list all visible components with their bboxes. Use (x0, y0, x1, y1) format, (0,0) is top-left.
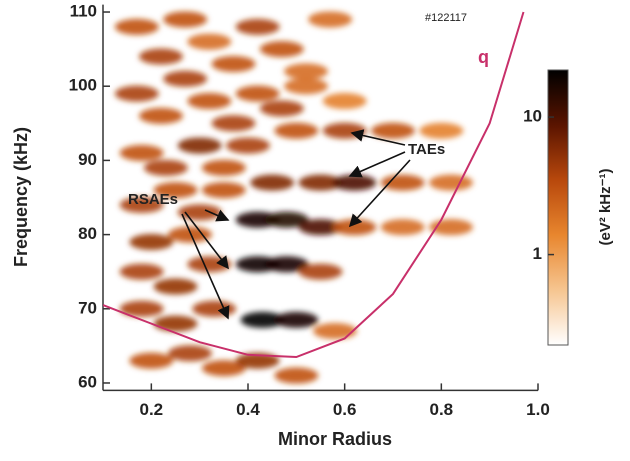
heat-spot (284, 63, 328, 80)
heat-spot (119, 144, 164, 161)
run-label: #122117 (425, 12, 467, 24)
heat-spot (264, 211, 309, 228)
heat-spot (419, 122, 464, 139)
heat-spot (259, 100, 304, 117)
heat-spot (114, 18, 159, 35)
heat-spot (119, 196, 164, 213)
heat-spot (153, 182, 198, 199)
heat-spot (308, 11, 353, 28)
colorbar-label: (eV² kHz⁻¹) (597, 168, 614, 245)
annotation: RSAEs (128, 191, 178, 208)
heat-spot (129, 352, 174, 369)
heat-spot (168, 345, 212, 362)
heat-spot (192, 300, 237, 317)
heat-spot (201, 360, 246, 377)
x-tick-label: 1.0 (526, 400, 550, 419)
heat-spot (139, 107, 183, 124)
y-tick-label: 100 (69, 76, 97, 95)
heat-spot (226, 137, 270, 154)
heat-spot (284, 78, 328, 95)
y-tick-label: 110 (70, 2, 97, 21)
heat-spot (153, 278, 198, 295)
heat-spot (274, 122, 319, 139)
series-label: q (478, 47, 489, 67)
heat-spot (380, 174, 425, 191)
annotation: TAEs (408, 141, 445, 158)
heat-spot (235, 85, 280, 102)
heat-spot (163, 11, 208, 28)
heatmap (114, 11, 473, 384)
heat-spot (250, 174, 295, 191)
y-tick-label: 80 (78, 224, 97, 243)
heat-spot (119, 300, 164, 317)
heat-spot (129, 234, 174, 251)
heat-spot (429, 174, 473, 191)
arrows (181, 129, 411, 320)
heat-spot (114, 85, 159, 102)
heat-spot (240, 311, 285, 328)
heat-spot (264, 256, 309, 273)
heat-spot (211, 115, 256, 132)
heat-spot (177, 137, 222, 154)
heat-spot (143, 159, 188, 176)
heat-spot (371, 122, 415, 139)
heat-spot (211, 55, 256, 72)
heat-spot (322, 93, 367, 110)
y-tick-label: 90 (78, 150, 97, 169)
heat-spot (119, 263, 164, 280)
heat-spot (298, 174, 343, 191)
heat-spot (274, 311, 319, 328)
heat-spot (380, 219, 425, 236)
heat-spot (298, 219, 343, 236)
heat-spot (201, 182, 246, 199)
x-tick-label: 0.2 (140, 400, 164, 419)
y-tick-label: 70 (78, 298, 97, 317)
heat-spot (332, 174, 377, 191)
x-tick-label: 0.8 (430, 400, 454, 419)
x-axis-label: Minor Radius (278, 429, 392, 449)
heat-spot (274, 367, 319, 384)
x-tick-label: 0.6 (333, 400, 357, 419)
heat-spot (153, 315, 198, 332)
heat-spot (313, 323, 357, 340)
heat-spot (187, 93, 232, 110)
colorbar-tick-label: 1 (533, 244, 542, 263)
heat-spot (163, 70, 208, 87)
heat-spot (298, 263, 343, 280)
colorbar-tick-label: 10 (523, 107, 542, 126)
heat-spot (168, 226, 212, 243)
y-tick-label: 60 (78, 372, 97, 391)
q-curve (103, 11, 525, 359)
colorbar (547, 69, 569, 346)
heat-spot (139, 48, 183, 65)
heat-spot (259, 41, 304, 58)
heat-spot (201, 159, 246, 176)
heat-spot (235, 18, 280, 35)
heat-spot (322, 122, 367, 139)
heat-spot (187, 33, 232, 50)
x-tick-label: 0.4 (236, 400, 260, 419)
y-axis-label: Frequency (kHz) (11, 127, 31, 267)
